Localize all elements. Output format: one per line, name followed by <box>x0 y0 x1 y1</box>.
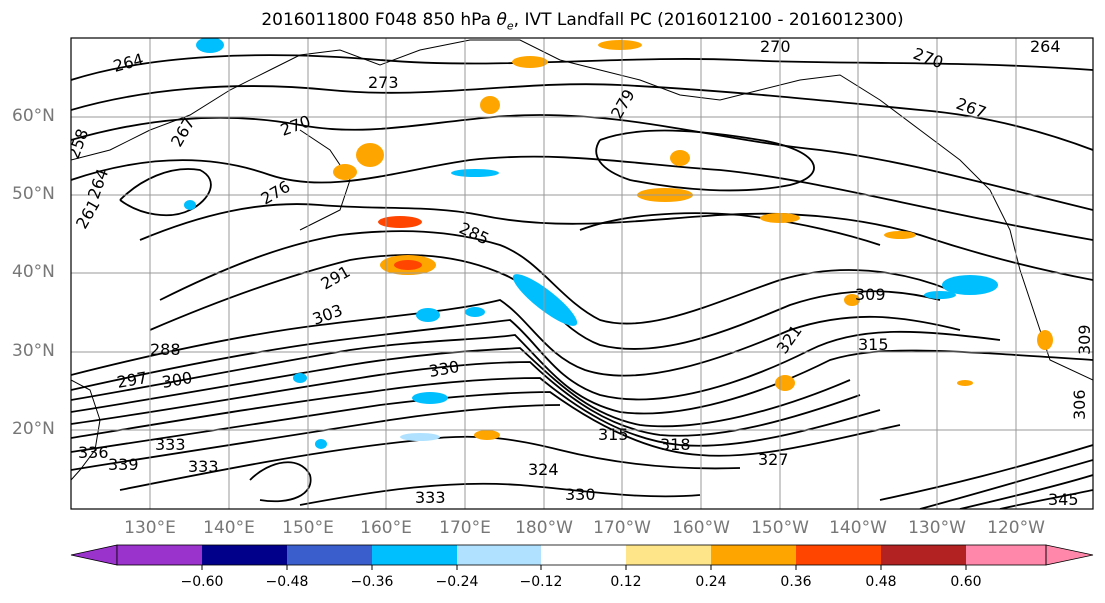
colorbar-tick-label: −0.12 <box>519 574 563 590</box>
colorbar-segment <box>881 545 966 565</box>
colorbar-segment <box>372 545 457 565</box>
gridlines <box>71 38 1093 509</box>
contour-label: 336 <box>78 443 109 462</box>
contour-label: 339 <box>108 455 139 474</box>
contour-label: 306 <box>1070 389 1089 420</box>
contour-label: 285 <box>456 218 492 248</box>
lat-label-20n: 20°N <box>12 419 55 439</box>
contour-label: 309 <box>855 285 886 304</box>
lon-label-140e: 140°E <box>203 518 255 538</box>
contour-label: 297 <box>115 368 148 392</box>
colorbar-extend-high <box>1045 544 1094 566</box>
colorbar-segment <box>202 545 287 565</box>
colorbar-segment <box>796 545 881 565</box>
colorbar-segment <box>711 545 796 565</box>
contour-label: 315 <box>598 425 629 444</box>
contour-label: 324 <box>528 460 559 479</box>
contour-label: 273 <box>368 73 399 92</box>
contour-label: 333 <box>155 435 186 454</box>
map-frame <box>70 37 1094 510</box>
contour-label: 315 <box>858 335 889 354</box>
lon-label-160w: 160°W <box>672 518 730 538</box>
colorbar-tick-label: 0.60 <box>950 574 982 590</box>
contour-label: 261 <box>72 196 104 232</box>
colorbar-segment <box>626 545 711 565</box>
lat-label-50n: 50°N <box>12 184 55 204</box>
lon-label-150w: 150°W <box>751 518 809 538</box>
map-title: 2016011800 F048 850 hPa θe, IVT Landfall… <box>261 10 904 33</box>
colorbar-tick-label: −0.60 <box>180 574 224 590</box>
lat-label-60n: 60°N <box>12 106 55 126</box>
lat-label-30n: 30°N <box>12 341 55 361</box>
lon-label-170e: 170°E <box>439 518 491 538</box>
lon-label-160e: 160°E <box>360 518 412 538</box>
lon-label-140w: 140°W <box>829 518 887 538</box>
contour-label: 345 <box>1048 490 1079 509</box>
colorbar-tick-label: −0.24 <box>435 574 479 590</box>
lon-label-130w: 130°W <box>908 518 966 538</box>
contour-label: 309 <box>1075 324 1094 355</box>
colorbar-segment <box>457 545 541 565</box>
contour-label: 333 <box>188 457 219 476</box>
contour-label: 264 <box>111 50 145 76</box>
lon-label-180w: 180°W <box>515 518 573 538</box>
colorbar-segment <box>541 545 626 565</box>
colorbar-tick-label: 0.48 <box>865 574 897 590</box>
colorbar-tick-label: 0.24 <box>695 574 727 590</box>
lon-label-130e: 130°E <box>124 518 176 538</box>
contour-label: 288 <box>150 340 181 359</box>
contour-label: 264 <box>84 166 112 201</box>
contour-label: 303 <box>310 300 345 328</box>
contour-label: 264 <box>1030 37 1061 56</box>
contour-label: 327 <box>758 450 789 469</box>
colorbar-tick-label: 0.12 <box>610 574 642 590</box>
contour-label: 267 <box>954 94 989 122</box>
colorbar <box>70 544 1094 570</box>
contour-label: 300 <box>160 368 193 392</box>
colorbar-extend-low <box>70 544 118 566</box>
theta-e-contours <box>71 54 1093 509</box>
colorbar-tick-label: 0.36 <box>780 574 812 590</box>
lon-label-170w: 170°W <box>593 518 651 538</box>
contour-label: 333 <box>415 488 446 507</box>
contour-label: 330 <box>565 485 596 504</box>
colorbar-tick-label: −0.36 <box>350 574 394 590</box>
lon-label-150e: 150°E <box>282 518 334 538</box>
colorbar-tick-label: −0.48 <box>265 574 309 590</box>
colorbar-segment <box>117 545 202 565</box>
contour-label: 270 <box>911 44 946 72</box>
lat-label-40n: 40°N <box>12 262 55 282</box>
contour-label: 270 <box>760 37 791 56</box>
contour-label: 330 <box>427 357 460 381</box>
pc-shading <box>184 38 1053 449</box>
lon-label-120w: 120°W <box>987 518 1045 538</box>
contour-label: 318 <box>660 435 691 454</box>
colorbar-segment <box>966 545 1046 565</box>
colorbar-segment <box>287 545 372 565</box>
